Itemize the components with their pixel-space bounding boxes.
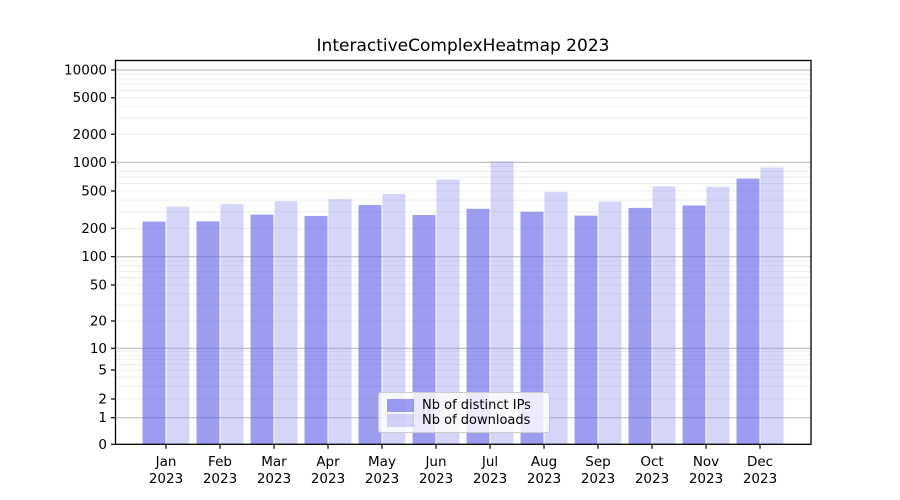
y-axis-tick-label: 10 xyxy=(90,341,107,357)
y-axis-tick-label: 2000 xyxy=(73,127,107,143)
x-axis-tick-label-year: 2023 xyxy=(149,471,183,487)
x-axis-tick-label-month: Aug xyxy=(531,454,557,470)
y-axis-tick-label: 1 xyxy=(98,410,107,426)
y-axis-tick-label: 5 xyxy=(98,363,107,379)
legend-swatch-ips xyxy=(387,399,414,412)
x-axis-tick-label-year: 2023 xyxy=(743,471,777,487)
x-axis-tick-label-month: Jun xyxy=(424,454,446,470)
bar-downloads-jan xyxy=(166,206,190,445)
chart-title: InteractiveComplexHeatmap 2023 xyxy=(317,36,610,56)
bar-ips-aug xyxy=(520,211,544,445)
y-axis-tick-label: 0 xyxy=(98,437,107,453)
bar-downloads-dec xyxy=(760,167,784,445)
bar-ips-may xyxy=(358,204,382,445)
x-axis-tick-label-month: Sep xyxy=(585,454,610,470)
bar-ips-nov xyxy=(682,205,706,445)
bar-downloads-sep xyxy=(598,201,622,445)
bar-downloads-apr xyxy=(328,199,352,445)
x-axis-tick-label-year: 2023 xyxy=(311,471,345,487)
bar-ips-mar xyxy=(250,214,274,445)
bar-downloads-nov xyxy=(706,186,730,445)
y-axis-tick-label: 2 xyxy=(98,392,107,408)
bar-downloads-may xyxy=(382,193,406,445)
x-axis-tick-label-year: 2023 xyxy=(257,471,291,487)
x-axis-tick-label-year: 2023 xyxy=(689,471,723,487)
bar-downloads-oct xyxy=(652,186,676,445)
legend-label-downloads: Nb of downloads xyxy=(422,413,531,428)
x-axis-tick-label-month: Jul xyxy=(481,454,498,470)
x-axis-tick-label-month: Oct xyxy=(640,454,663,470)
y-axis-tick-label: 500 xyxy=(81,184,107,200)
x-axis-tick-label-year: 2023 xyxy=(365,471,399,487)
bar-ips-oct xyxy=(628,207,652,445)
bar-downloads-aug xyxy=(544,191,568,445)
x-axis-tick-label-month: Dec xyxy=(747,454,773,470)
legend-swatch-downloads xyxy=(387,414,414,427)
x-axis-tick-label-month: Feb xyxy=(208,454,232,470)
bar-ips-apr xyxy=(304,215,328,445)
bar-downloads-feb xyxy=(220,204,244,445)
bar-downloads-mar xyxy=(274,201,298,445)
bar-ips-feb xyxy=(196,221,220,445)
x-axis-tick-label-year: 2023 xyxy=(635,471,669,487)
bar-downloads-jul xyxy=(490,161,514,445)
x-axis-tick-label-year: 2023 xyxy=(581,471,615,487)
bar-ips-jun xyxy=(412,215,436,445)
bar-ips-jan xyxy=(142,221,166,445)
legend-row-downloads: Nb of downloads xyxy=(387,413,541,428)
y-axis-tick-label: 200 xyxy=(81,221,107,237)
x-axis-tick-label-month: Jan xyxy=(155,454,177,470)
y-axis-tick-label: 50 xyxy=(90,278,107,294)
bar-downloads-jun xyxy=(436,179,460,445)
x-axis-tick-label-month: Nov xyxy=(693,454,719,470)
y-axis-tick-label: 5000 xyxy=(73,90,107,106)
bar-ips-dec xyxy=(736,178,760,445)
x-axis-tick-label-year: 2023 xyxy=(419,471,453,487)
y-axis-tick-label: 20 xyxy=(90,314,107,330)
y-axis-tick-label: 10000 xyxy=(64,63,107,79)
x-axis-tick-label-year: 2023 xyxy=(473,471,507,487)
legend-row-ips: Nb of distinct IPs xyxy=(387,398,541,413)
x-axis-tick-label-year: 2023 xyxy=(527,471,561,487)
plot-border xyxy=(114,59,812,445)
x-axis-tick-label-year: 2023 xyxy=(203,471,237,487)
bar-ips-sep xyxy=(574,215,598,445)
y-axis-tick-label: 100 xyxy=(81,249,107,265)
y-axis-tick-label: 1000 xyxy=(73,155,107,171)
legend: Nb of distinct IPs Nb of downloads xyxy=(378,392,550,433)
legend-label-ips: Nb of distinct IPs xyxy=(422,398,531,413)
x-axis-tick-label-month: Apr xyxy=(316,454,340,470)
x-axis-tick-label-month: May xyxy=(368,454,396,470)
x-axis-tick-label-month: Mar xyxy=(261,454,287,470)
bar-ips-jul xyxy=(466,208,490,445)
